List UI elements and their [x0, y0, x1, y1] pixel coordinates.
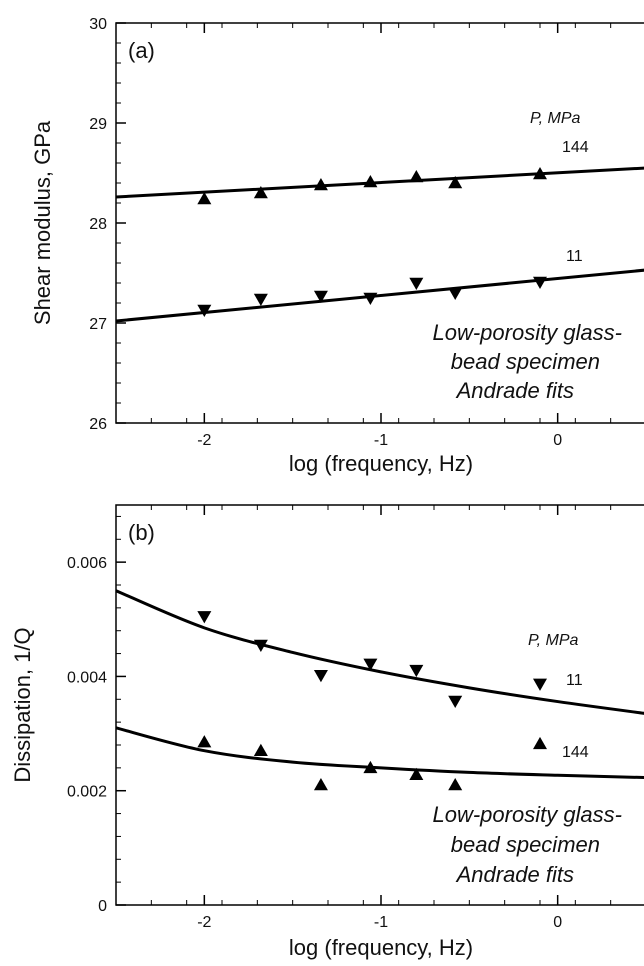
data-point-144	[253, 186, 268, 199]
data-point-11	[409, 664, 424, 678]
data-point-11	[253, 639, 268, 652]
data-point-144	[448, 778, 463, 791]
x-tick-label: 0	[553, 914, 562, 931]
data-point-144	[363, 760, 378, 774]
panel-b-note-line-2: bead specimen	[451, 832, 600, 857]
data-point-144	[363, 175, 378, 188]
data-point-144	[448, 176, 463, 189]
panel-b-tick-labels: -2 -1 0 0 0.002 0.004 0.006	[67, 555, 562, 931]
panel-b-y-axis-title: Dissipation, 1/Q	[10, 627, 35, 782]
x-tick-label: -2	[197, 432, 211, 449]
data-point-144	[409, 170, 424, 183]
y-tick-label: 29	[89, 116, 107, 133]
panel-a-note-line-1: Low-porosity glass-	[432, 320, 622, 345]
panel-b-data-points	[197, 611, 547, 791]
x-tick-label: -1	[374, 914, 388, 931]
panel-b-series-label-11: 11	[566, 672, 583, 689]
panel-a-y-axis-title: Shear modulus, GPa	[30, 120, 55, 325]
panel-a-series-label-11: 11	[566, 248, 583, 265]
data-point-11	[197, 611, 212, 624]
data-point-11	[533, 276, 547, 289]
y-tick-label: 27	[89, 316, 107, 333]
panel-a-label: (a)	[128, 38, 155, 63]
panel-b-pressure-heading: P, MPa	[528, 632, 579, 649]
panel-a-tick-labels: -2 -1 0 26 27 28 29 30	[89, 16, 562, 449]
panel-b-series-label-144: 144	[562, 744, 589, 761]
data-point-11	[313, 290, 328, 303]
data-point-144	[409, 767, 424, 780]
data-point-11	[197, 304, 212, 317]
panel-b-note-line-1: Low-porosity glass-	[432, 802, 622, 827]
data-point-144	[313, 778, 328, 791]
y-tick-label: 30	[89, 16, 107, 33]
panel-b-note-line-3: Andrade fits	[455, 862, 574, 887]
y-tick-label: 26	[89, 416, 107, 433]
data-point-11	[363, 292, 378, 305]
panel-a-series-label-144: 144	[562, 139, 589, 156]
fit-line-144	[115, 166, 644, 199]
panel-a-x-axis-title: log (frequency, Hz)	[289, 451, 473, 476]
panel-b-ticks	[115, 505, 612, 906]
fit-line-144	[115, 726, 644, 780]
y-tick-label: 28	[89, 216, 107, 233]
data-point-144	[197, 192, 212, 205]
data-point-11	[448, 695, 463, 708]
data-point-11	[253, 293, 268, 306]
y-tick-label: 0.006	[67, 555, 107, 572]
data-point-144	[533, 736, 547, 750]
panel-a-note-line-2: bead specimen	[451, 349, 600, 374]
data-point-11	[409, 277, 424, 290]
panel-a-note-line-3: Andrade fits	[455, 378, 574, 403]
panel-a-fit-lines	[115, 166, 644, 323]
x-tick-label: -2	[197, 914, 211, 931]
data-point-11	[533, 678, 547, 691]
data-point-11	[448, 287, 463, 300]
y-tick-label: 0.004	[67, 669, 107, 686]
data-point-144	[197, 735, 212, 748]
panel-b-x-axis-title: log (frequency, Hz)	[289, 935, 473, 960]
fit-line-11	[115, 589, 644, 715]
panel-b-fit-lines	[115, 589, 644, 780]
data-point-144	[253, 743, 268, 756]
data-point-144	[313, 178, 328, 191]
panel-a-ticks	[115, 22, 612, 424]
x-tick-label: -1	[374, 432, 388, 449]
fit-line-11	[115, 268, 644, 323]
data-point-11	[313, 670, 328, 683]
x-tick-label: 0	[553, 432, 562, 449]
panel-a-data-points	[197, 167, 547, 317]
panel-a: -2 -1 0 26 27 28 29 30 (a) P, MPa 144 11 Low-po…	[30, 16, 644, 476]
y-tick-label: 0.002	[67, 784, 107, 801]
panel-a-pressure-heading: P, MPa	[530, 110, 581, 127]
data-point-11	[363, 658, 378, 671]
panel-b-label: (b)	[128, 520, 155, 545]
y-tick-label: 0	[98, 898, 107, 915]
data-point-144	[533, 167, 547, 180]
